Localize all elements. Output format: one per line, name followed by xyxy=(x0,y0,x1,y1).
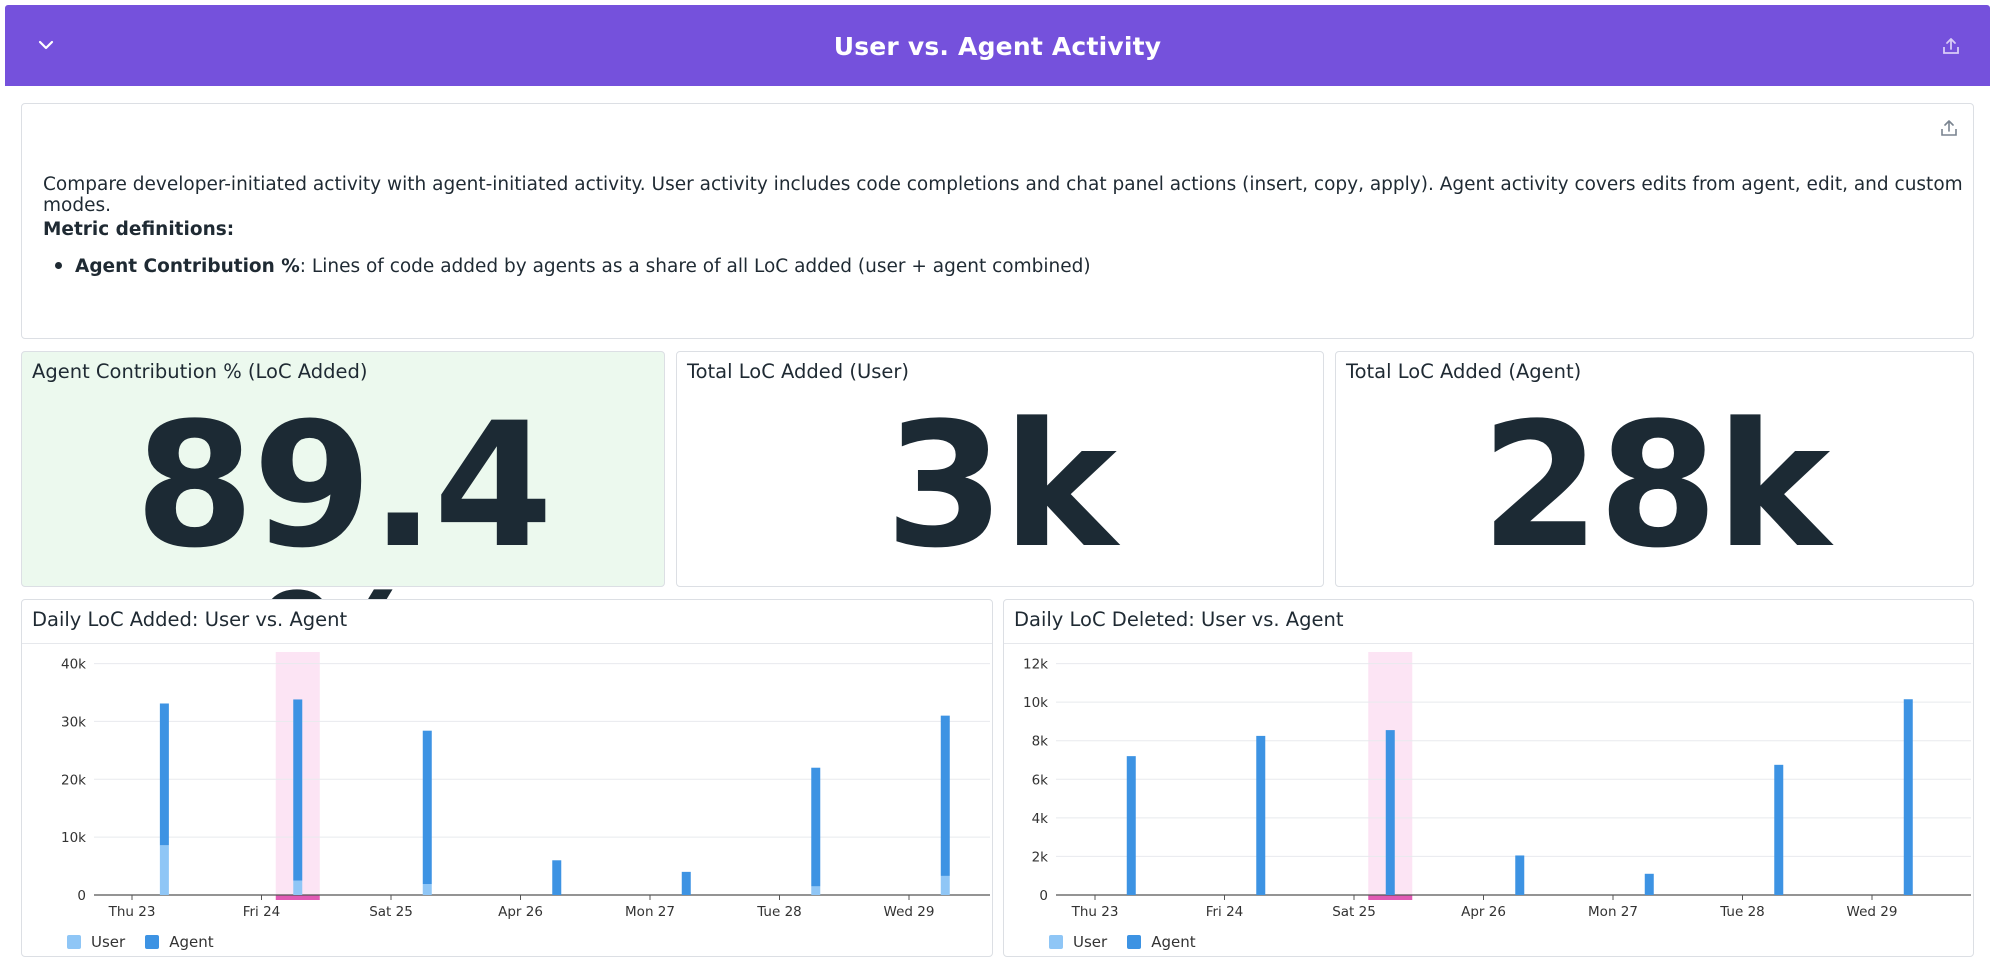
legend-item-user[interactable]: User xyxy=(67,933,125,951)
y-tick-label: 0 xyxy=(1039,888,1048,904)
y-tick-label: 8k xyxy=(1032,734,1049,750)
legend-label: User xyxy=(91,933,126,951)
bar-agent xyxy=(1385,730,1395,895)
bar-agent xyxy=(1644,873,1654,895)
legend-label: Agent xyxy=(1151,933,1196,951)
bar-agent xyxy=(1126,756,1136,895)
kpi-loc-added-agent[interactable]: Total LoC Added (Agent) 28k xyxy=(1335,351,1974,587)
dashboard-group: User vs. Agent Activity Compare develope… xyxy=(5,5,1990,960)
x-tick-label: Tue 28 xyxy=(756,904,802,920)
bar-agent xyxy=(940,715,950,876)
x-tick-label: Sat 25 xyxy=(1332,904,1376,920)
chart-canvas[interactable]: 0 2k 4k 6k 8k 10k 12k Thu 23 Fri 24 Sat 25 Apr 26 M… xyxy=(1004,600,1975,958)
x-tick-label: Fri 24 xyxy=(1206,904,1244,920)
legend-item-agent[interactable]: Agent xyxy=(1127,933,1196,951)
bar-user xyxy=(940,875,950,895)
x-tick-label: Wed 29 xyxy=(884,904,935,920)
x-tick-label: Fri 24 xyxy=(243,904,281,920)
y-tick-label: 40k xyxy=(61,657,86,673)
x-tick-label: Tue 28 xyxy=(1719,904,1765,920)
bar-user xyxy=(422,884,432,895)
legend-item-user[interactable]: User xyxy=(1049,933,1107,951)
legend-swatch xyxy=(1127,935,1142,949)
legend-label: Agent xyxy=(169,933,214,951)
y-tick-label: 2k xyxy=(1032,849,1049,865)
definitions-heading: Metric definitions: xyxy=(43,219,235,240)
kpi-agent-contribution[interactable]: Agent Contribution % (LoC Added) 89.4 % xyxy=(21,351,665,744)
x-tick-label: Mon 27 xyxy=(1588,904,1638,920)
bar-agent xyxy=(681,871,691,895)
x-tick-label: Apr 26 xyxy=(498,904,543,920)
bar-agent xyxy=(1774,764,1784,895)
y-tick-label: 0 xyxy=(77,888,86,904)
legend-swatch xyxy=(67,935,81,949)
group-title: User vs. Agent Activity xyxy=(833,32,1162,61)
kpi-value: 3k xyxy=(884,385,1117,586)
kpi-title: Agent Contribution % (LoC Added) xyxy=(32,360,368,383)
definition-text: : Lines of code added by agents as a sha… xyxy=(299,256,1091,277)
y-tick-label: 20k xyxy=(61,772,86,788)
export-icon[interactable] xyxy=(1939,118,1959,138)
x-tick-label: Thu 23 xyxy=(1071,904,1119,920)
bar-agent xyxy=(1903,699,1913,895)
highlight-marker xyxy=(275,895,320,900)
bar-user xyxy=(293,880,303,895)
bar-agent xyxy=(811,767,821,887)
y-tick-label: 30k xyxy=(61,714,86,730)
y-tick-label: 6k xyxy=(1032,772,1049,788)
bar-user xyxy=(811,886,821,895)
legend-item-agent[interactable]: Agent xyxy=(145,933,214,951)
kpi-loc-added-user[interactable]: Total LoC Added (User) 3k xyxy=(676,351,1324,587)
bar-agent xyxy=(159,703,169,846)
kpi-title: Total LoC Added (Agent) xyxy=(1346,360,1582,383)
divider xyxy=(22,643,992,644)
bar-agent xyxy=(293,699,303,881)
chart-title: Daily LoC Added: User vs. Agent xyxy=(32,608,348,631)
y-tick-label: 4k xyxy=(1032,811,1049,827)
y-tick-label: 12k xyxy=(1023,657,1048,673)
notes-description: Compare developer-initiated activity wit… xyxy=(43,174,1963,216)
x-tick-label: Apr 26 xyxy=(1461,904,1506,920)
legend-swatch xyxy=(145,935,160,949)
bar-agent xyxy=(1256,735,1266,895)
chart-canvas[interactable]: 0 10k 20k 30k 40k Thu 23 Fri 24 Sat 25 Apr 26 Mon… xyxy=(22,600,994,958)
legend-label: User xyxy=(1073,933,1108,951)
chart-legend: User Agent xyxy=(1049,933,1196,951)
kpi-title: Total LoC Added (User) xyxy=(687,360,909,383)
y-tick-label: 10k xyxy=(1023,695,1048,711)
bar-agent xyxy=(552,860,562,895)
definition-item: Agent Contribution %: Lines of code adde… xyxy=(55,256,1091,277)
x-tick-label: Wed 29 xyxy=(1847,904,1898,920)
x-tick-label: Thu 23 xyxy=(108,904,156,920)
export-icon[interactable] xyxy=(1940,35,1962,57)
chevron-down-icon[interactable] xyxy=(35,34,57,56)
legend-swatch xyxy=(1049,935,1063,949)
chart-legend: User Agent xyxy=(67,933,214,951)
chart-loc-deleted[interactable]: Daily LoC Deleted: User vs. Agent 0 2k 4k 6… xyxy=(1003,599,1974,957)
chart-loc-added[interactable]: Daily LoC Added: User vs. Agent 0 10k 20k 3… xyxy=(21,599,993,957)
bullet-dot xyxy=(55,261,62,269)
x-tick-label: Mon 27 xyxy=(625,904,675,920)
notes-panel: Compare developer-initiated activity wit… xyxy=(21,103,1974,339)
divider xyxy=(1004,643,1973,644)
bar-agent xyxy=(422,730,432,885)
bar-agent xyxy=(1515,855,1525,895)
definition-term: Agent Contribution % xyxy=(75,256,300,277)
x-tick-label: Sat 25 xyxy=(369,904,413,920)
bar-user xyxy=(159,845,169,895)
group-header: User vs. Agent Activity xyxy=(5,5,1990,86)
highlight-marker xyxy=(1368,895,1413,900)
y-tick-label: 10k xyxy=(61,830,86,846)
chart-title: Daily LoC Deleted: User vs. Agent xyxy=(1014,608,1344,631)
kpi-value: 28k xyxy=(1480,385,1831,586)
